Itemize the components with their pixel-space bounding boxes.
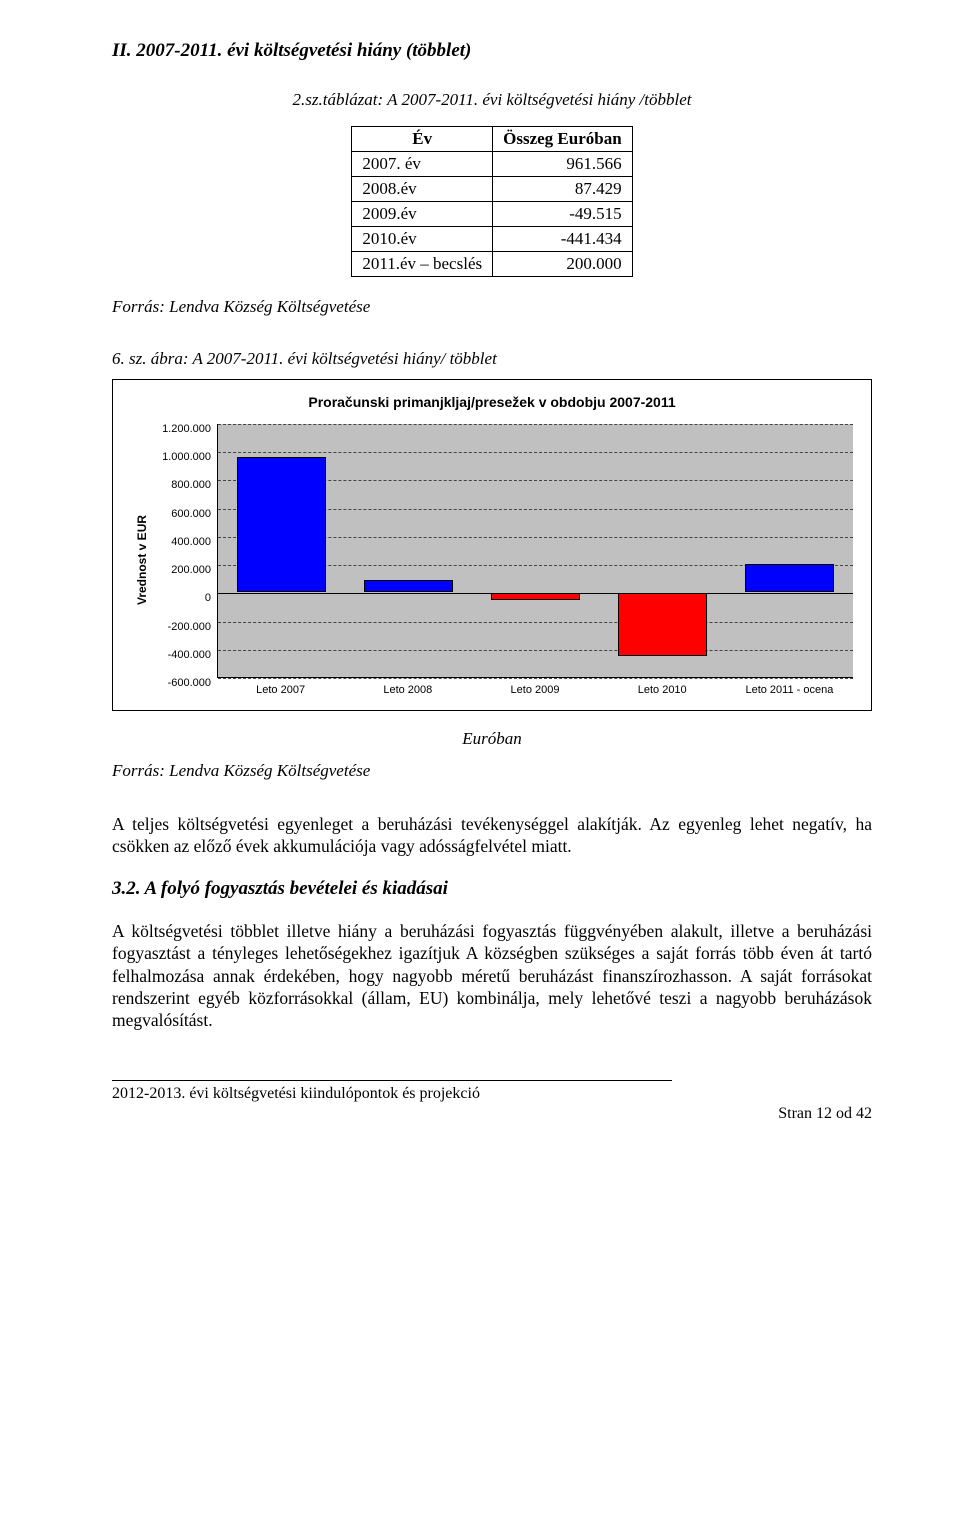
bar	[364, 580, 453, 592]
source-line: Forrás: Lendva Község Költségvetése	[112, 297, 872, 317]
table-cell-value: -441.434	[493, 227, 633, 252]
x-axis-labels: Leto 2007Leto 2008Leto 2009Leto 2010Leto…	[217, 684, 853, 696]
x-tick-label: Leto 2011 - ocena	[726, 684, 853, 696]
plot-wrap: Leto 2007Leto 2008Leto 2009Leto 2010Leto…	[217, 424, 853, 696]
gridline	[218, 650, 853, 651]
table-cell-value: 87.429	[493, 177, 633, 202]
bar-slot	[345, 424, 472, 677]
bar-slot	[472, 424, 599, 677]
table-cell-year: 2011.év – becslés	[352, 252, 493, 277]
x-tick-label: Leto 2010	[599, 684, 726, 696]
plot-area	[217, 424, 853, 678]
table-caption: 2.sz.táblázat: A 2007-2011. évi költségv…	[112, 90, 872, 110]
bar-slot	[726, 424, 853, 677]
y-axis-label: Vrednost v EUR	[131, 424, 153, 696]
table-header: Összeg Euróban	[493, 127, 633, 152]
table-row: 2007. év961.566	[352, 152, 632, 177]
figure-caption: 6. sz. ábra: A 2007-2011. évi költségvet…	[112, 349, 872, 369]
gridline	[218, 678, 853, 679]
paragraph-2: A költségvetési többlet illetve hiány a …	[112, 920, 872, 1032]
paragraph-1: A teljes költségvetési egyenleget a beru…	[112, 813, 872, 858]
bar	[237, 457, 326, 593]
bar	[618, 593, 707, 655]
table-header: Év	[352, 127, 493, 152]
bar	[491, 593, 580, 600]
section-heading: II. 2007-2011. évi költségvetési hiány (…	[112, 40, 872, 62]
x-tick-label: Leto 2009	[471, 684, 598, 696]
source-line-2: Forrás: Lendva Község Költségvetése	[112, 761, 872, 781]
footer-title: 2012-2013. évi költségvetési kiindulópon…	[112, 1085, 872, 1103]
x-tick-label: Leto 2008	[344, 684, 471, 696]
table-row: 2008.év87.429	[352, 177, 632, 202]
subheading: 3.2. A folyó fogyasztás bevételei és kia…	[112, 878, 872, 900]
table-cell-year: 2007. év	[352, 152, 493, 177]
x-tick-label: Leto 2007	[217, 684, 344, 696]
table-cell-year: 2008.év	[352, 177, 493, 202]
bars-row	[218, 424, 853, 677]
table-cell-value: -49.515	[493, 202, 633, 227]
footer-divider	[112, 1080, 672, 1081]
table-header-row: Év Összeg Euróban	[352, 127, 632, 152]
page-number: Stran 12 od 42	[112, 1105, 872, 1123]
bar-slot	[599, 424, 726, 677]
euroban-label: Euróban	[112, 729, 872, 749]
chart-frame: Proračunski primanjkljaj/presežek v obdo…	[112, 379, 872, 711]
table-row: 2010.év-441.434	[352, 227, 632, 252]
gridline	[218, 424, 853, 425]
budget-table: Év Összeg Euróban 2007. év961.5662008.év…	[351, 126, 632, 277]
table-cell-value: 200.000	[493, 252, 633, 277]
bar	[745, 564, 834, 592]
gridline	[218, 452, 853, 453]
y-tick-labels: 1.200.0001.000.000800.000600.000400.0002…	[153, 424, 217, 678]
bar-slot	[218, 424, 345, 677]
chart-title: Proračunski primanjkljaj/presežek v obdo…	[131, 394, 853, 410]
table-cell-year: 2009.év	[352, 202, 493, 227]
zero-line	[218, 593, 853, 594]
table-row: 2011.év – becslés200.000	[352, 252, 632, 277]
gridline	[218, 622, 853, 623]
table-cell-year: 2010.év	[352, 227, 493, 252]
chart-body: Vrednost v EUR 1.200.0001.000.000800.000…	[131, 424, 853, 696]
table-row: 2009.év-49.515	[352, 202, 632, 227]
table-cell-value: 961.566	[493, 152, 633, 177]
page: II. 2007-2011. évi költségvetési hiány (…	[0, 0, 960, 1163]
